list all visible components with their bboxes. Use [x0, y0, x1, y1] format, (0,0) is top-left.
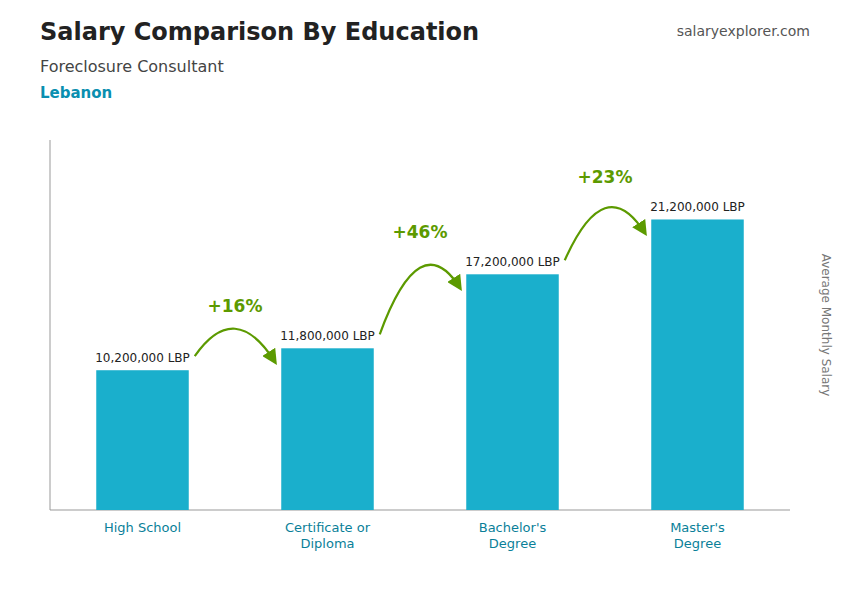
chart-container: Salary Comparison By Education Foreclosur…	[0, 0, 850, 606]
title: Salary Comparison By Education	[40, 18, 479, 46]
change-arrow	[565, 207, 646, 260]
source: salaryexplorer.com	[677, 23, 810, 39]
x-tick-label: Master'sDegree	[670, 520, 725, 551]
y-axis-label: Average Monthly Salary	[819, 254, 833, 397]
change-label: +16%	[208, 296, 263, 316]
x-tick-label: High School	[104, 520, 181, 535]
change-arrow	[195, 329, 276, 363]
country: Lebanon	[40, 84, 112, 102]
bars	[96, 219, 744, 510]
y-axis-line	[50, 140, 51, 510]
change-label: +23%	[578, 167, 633, 187]
data-label: 11,800,000 LBP	[280, 329, 375, 343]
bar	[466, 274, 559, 510]
data-label: 17,200,000 LBP	[465, 255, 560, 269]
change-arrows	[195, 207, 646, 362]
change-arrow	[380, 265, 461, 335]
data-label: 10,200,000 LBP	[95, 351, 190, 365]
bar	[96, 370, 189, 510]
data-label: 21,200,000 LBP	[650, 200, 745, 214]
x-tick-label: Certificate orDiploma	[285, 520, 371, 551]
bar	[281, 348, 374, 510]
change-label: +46%	[393, 222, 448, 242]
x-tick-label: Bachelor'sDegree	[479, 520, 547, 551]
chart: Salary Comparison By Education Foreclosur…	[0, 0, 850, 606]
subtitle: Foreclosure Consultant	[40, 57, 224, 76]
bar	[651, 219, 744, 510]
